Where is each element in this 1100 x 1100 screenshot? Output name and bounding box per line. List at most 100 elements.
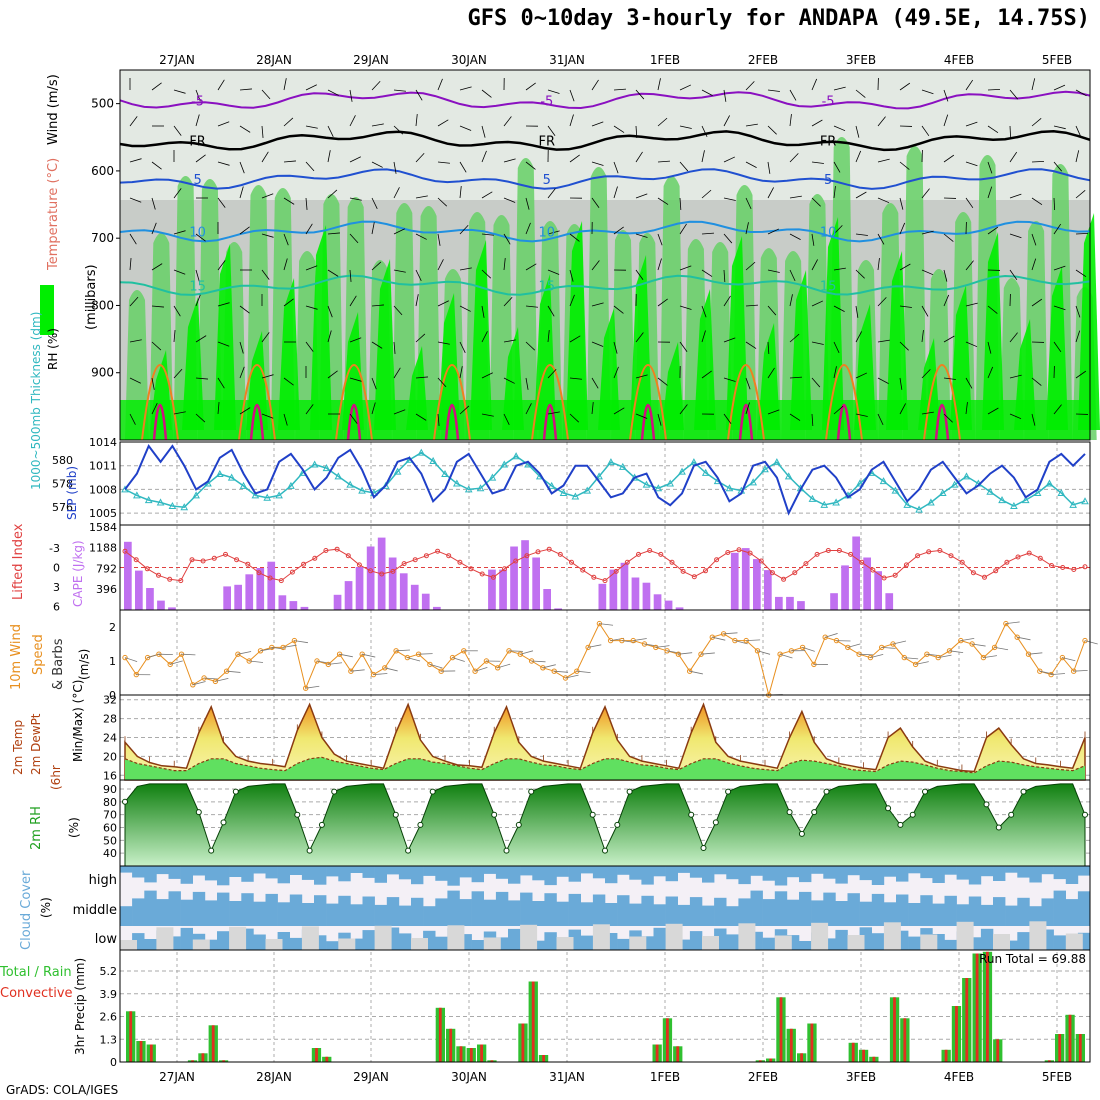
cloud-cover-bar (447, 866, 460, 886)
precip-tick-label: 0 (110, 1056, 117, 1069)
upper-wind-barb (723, 115, 730, 127)
upper-wind-barb (217, 377, 225, 389)
upper-wind-barb (349, 295, 357, 307)
convective-core (836, 403, 852, 441)
upper-wind-barb (459, 86, 472, 91)
upper-wind-barb (393, 161, 397, 174)
upper-wind-barb (943, 89, 949, 102)
rh-shade-saturated (950, 285, 972, 430)
cape-bar (874, 571, 882, 610)
wind-barb (305, 685, 320, 689)
cape-bar (786, 596, 794, 610)
cloud-cover-bar (980, 928, 994, 950)
cloud-cover-bar (1029, 866, 1042, 883)
y-tick-label: 700 (91, 231, 114, 245)
upper-wind-barb (701, 370, 712, 379)
wind-barb (237, 651, 252, 655)
thickness-point (1045, 479, 1054, 487)
wind-barb (452, 657, 465, 662)
upper-wind-barb (767, 305, 777, 316)
upper-wind-barb (635, 233, 648, 238)
cloud-cover-bar (956, 866, 969, 880)
upper-wind-barb (547, 368, 557, 379)
cloud-cover-bar (508, 866, 521, 884)
cloud-cover-bar (508, 928, 521, 950)
convective-core (738, 403, 754, 441)
isotherm-line (119, 90, 1091, 110)
wind-speed-point (449, 654, 456, 661)
thickness-point (986, 487, 995, 495)
cloud-cover-bar (750, 866, 763, 876)
precip-convective-bar (325, 1056, 329, 1063)
lifted-index-point (368, 568, 374, 574)
cloud-cover-bar (871, 866, 885, 885)
wind-barb (779, 653, 793, 659)
wind-barb (734, 640, 748, 645)
upper-wind-barb (239, 341, 244, 354)
precip-convective-bar (666, 1018, 669, 1063)
upper-wind-barb (1053, 223, 1062, 235)
precip-convective-bar (955, 1006, 958, 1062)
isotherm-line (119, 129, 1091, 152)
upper-wind-barb (349, 115, 356, 127)
upper-wind-barb (657, 233, 663, 246)
upper-wind-barb (877, 297, 887, 307)
upper-wind-barb (327, 370, 338, 379)
upper-wind-barb (635, 193, 648, 199)
precip-legend-convective: Convective (0, 986, 73, 1001)
upper-wind-barb (173, 305, 181, 317)
upper-wind-barb (767, 89, 780, 92)
upper-wind-barb (657, 78, 661, 91)
upper-wind-barb (283, 377, 294, 386)
x-tick-label-bottom: 31JAN (549, 1070, 585, 1084)
upper-wind-barb (877, 258, 880, 271)
upper-wind-barb (327, 150, 331, 163)
wind-barb (531, 660, 546, 663)
cloud-cover-bar (520, 892, 533, 926)
upper-wind-barb (789, 294, 793, 307)
upper-wind-barb (899, 305, 912, 308)
cloud-cover-bar (459, 899, 472, 926)
upper-wind-barb (943, 335, 955, 343)
upper-wind-barb (965, 402, 968, 415)
upper-wind-barb (503, 296, 513, 307)
wind-barb (757, 650, 771, 655)
thickness-point (310, 460, 319, 468)
upper-wind-barb (173, 411, 186, 415)
wind-barb (667, 650, 681, 654)
upper-wind-barb (525, 82, 536, 91)
cape-bar (741, 548, 750, 610)
cloud-low-label: low (95, 932, 118, 947)
precip-convective-bar (459, 1046, 463, 1063)
precip-convective-bar (222, 1060, 225, 1063)
cloud-cover-bar (544, 866, 557, 886)
cloud-cover-bar (217, 931, 230, 950)
wind-speed-point (1082, 637, 1088, 644)
cloud-cover-bar (677, 904, 691, 926)
upper-wind-barb (481, 413, 494, 417)
wind-barb (350, 669, 365, 672)
lifted-index-point (848, 551, 854, 557)
cloud-unit-label: (%) (39, 897, 53, 918)
upper-wind-barb (349, 413, 358, 424)
lifted-index-point (1049, 563, 1054, 568)
cloud-cover-bar (471, 940, 484, 950)
thickness-point (275, 491, 283, 499)
cape-bar (421, 593, 430, 610)
cloud-cover-bar (132, 866, 145, 878)
wind-barb (147, 653, 161, 658)
rh-point (725, 788, 732, 795)
cloud-cover-bar (229, 866, 242, 877)
rh-shade-saturated (374, 259, 396, 430)
upper-wind-barb (261, 151, 269, 163)
upper-wind-barb (745, 81, 755, 91)
upper-wind-barb (1053, 265, 1066, 271)
upper-wind-barb (723, 413, 732, 424)
upper-wind-barb (415, 195, 428, 199)
rh-point (602, 847, 608, 854)
li-tick-label: 0 (53, 562, 60, 575)
upper-wind-barb (635, 374, 648, 379)
lifted-index-point (256, 570, 262, 576)
cloud-cover-bar (544, 893, 557, 926)
